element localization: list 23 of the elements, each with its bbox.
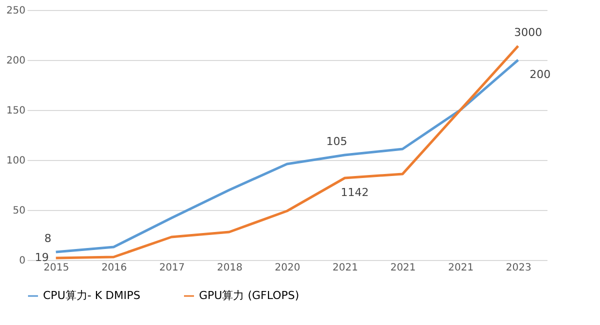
y-tick-label: 50 (12, 206, 26, 216)
data-label: 8 (44, 232, 52, 245)
x-tick-label: 2015 (44, 262, 70, 274)
x-tick-label: 2020 (274, 262, 300, 274)
x-tick-label: 2018 (216, 262, 242, 274)
x-tick-label: 2021 (390, 262, 416, 274)
x-tick-label: 2021 (448, 262, 474, 274)
annotation: 3000 (514, 26, 542, 39)
x-tick-label: 2021 (332, 262, 358, 274)
y-tick-label: 100 (6, 156, 26, 166)
y-tick-label: 150 (6, 106, 26, 116)
x-tick-label: 2023 (506, 262, 532, 274)
data-label: 200 (530, 68, 551, 81)
annotation: 1142 (340, 186, 369, 199)
y-tick-label: 0 (19, 256, 26, 266)
x-tick-label: 2017 (159, 262, 185, 274)
legend-label: GPU算力 (GFLOPS) (199, 289, 300, 302)
x-tick-label: 2016 (101, 262, 127, 274)
annotation: 19 (34, 251, 49, 264)
data-label: 105 (326, 135, 348, 148)
y-tick-label: 250 (6, 6, 26, 16)
y-tick-label: 200 (6, 56, 26, 66)
legend-label: CPU算力- K DMIPS (43, 289, 140, 302)
